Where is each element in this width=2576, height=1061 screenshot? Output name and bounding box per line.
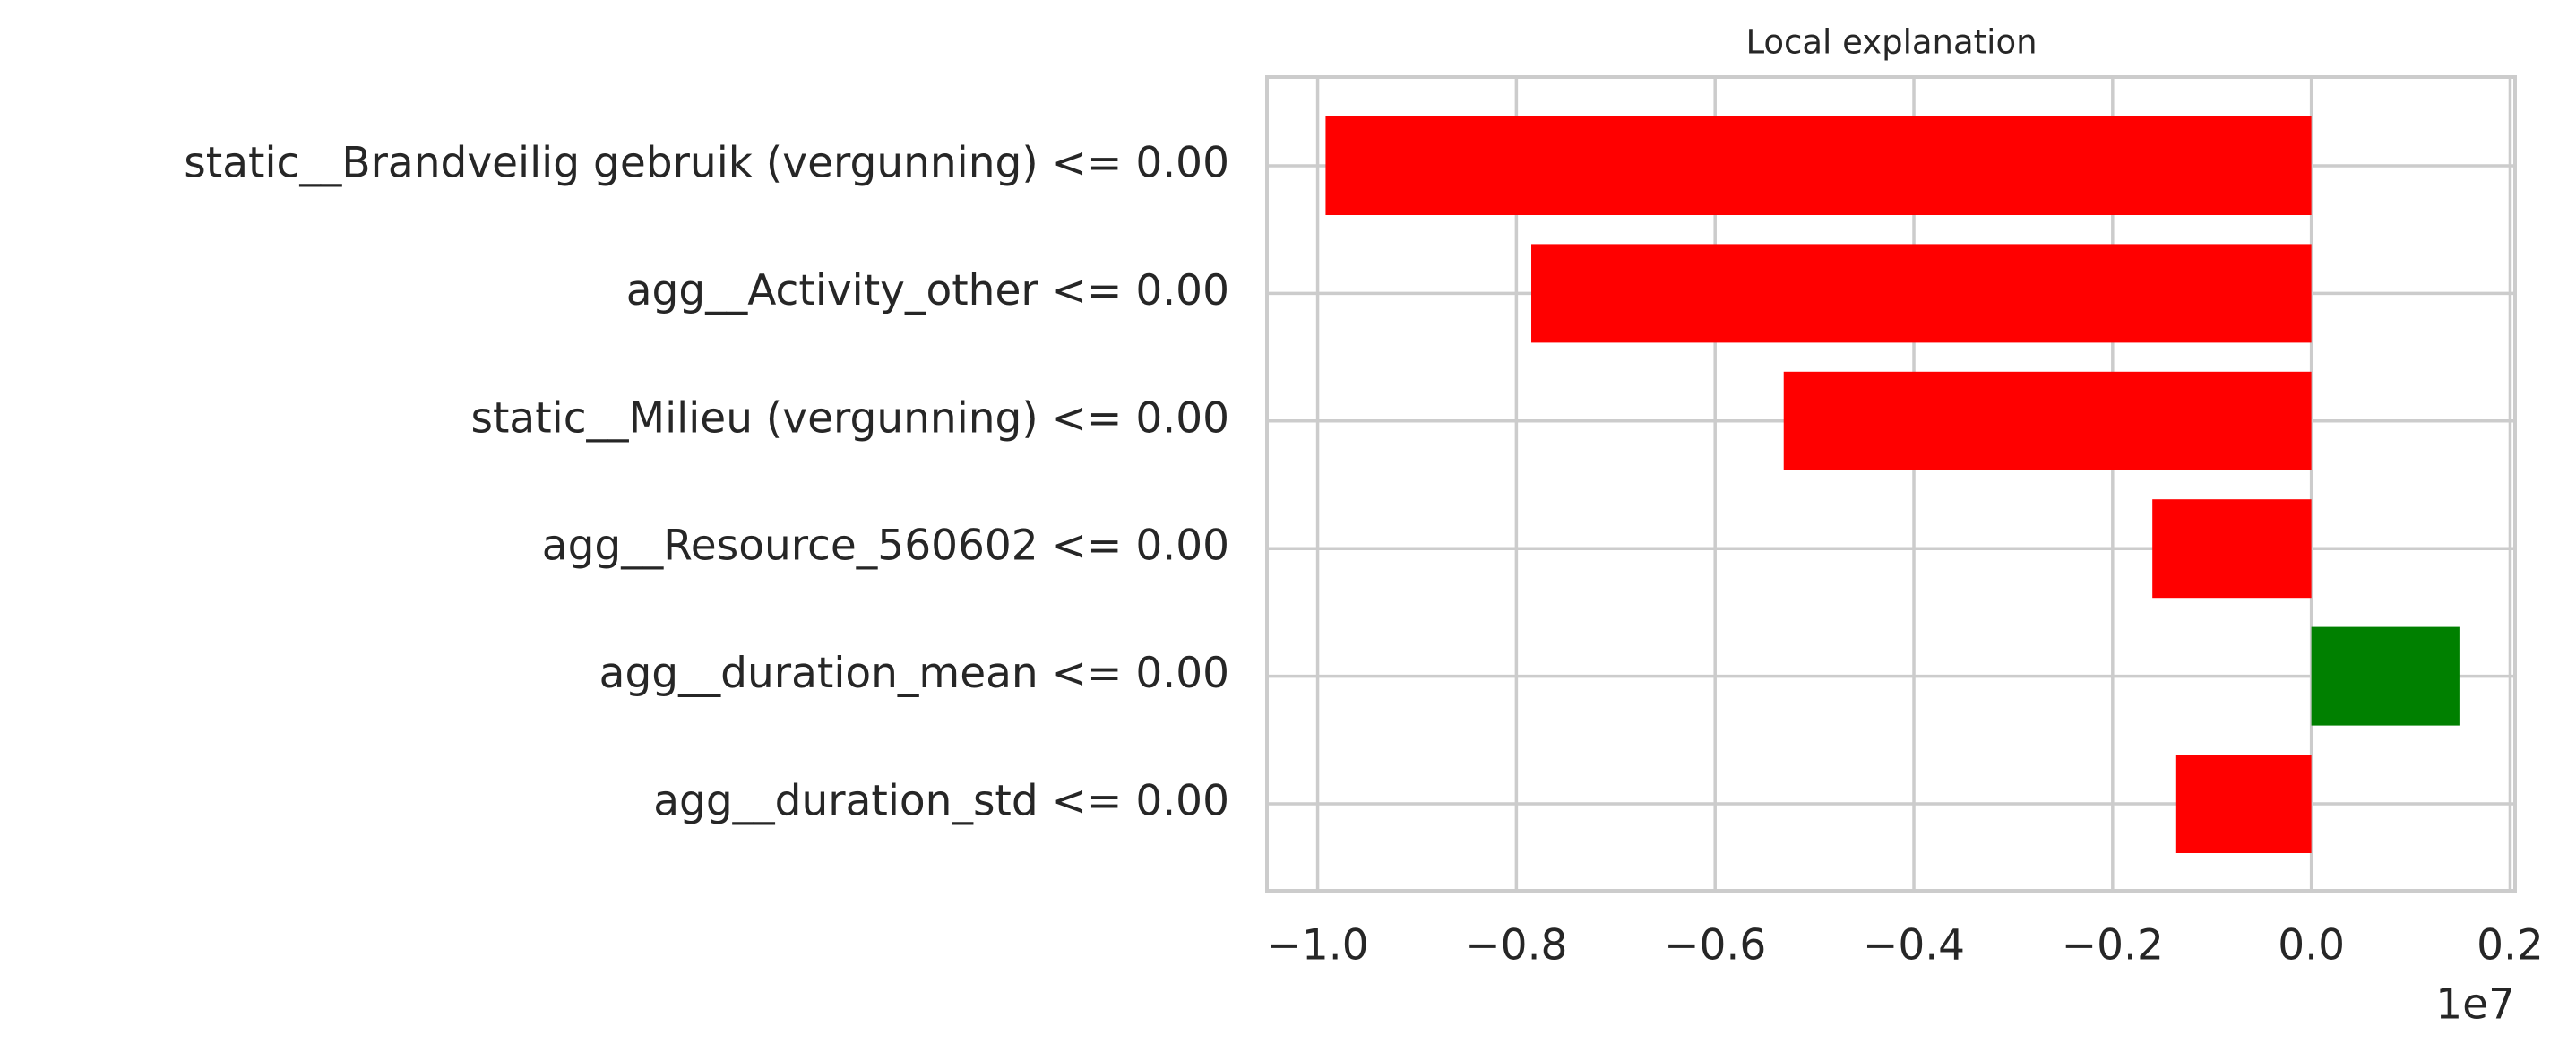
- y-tick-label: agg__Resource_560602 <= 0.00: [542, 522, 1229, 571]
- x-offset-label: 1e7: [2435, 980, 2515, 1030]
- plot-frame: [1265, 75, 2517, 893]
- chart-title: Local explanation: [1745, 23, 2037, 62]
- x-tick-label: 0.0: [2278, 921, 2345, 970]
- x-tick-label: −0.6: [1664, 921, 1766, 970]
- x-tick-label: −1.0: [1266, 921, 1368, 970]
- bar: [2152, 499, 2312, 599]
- bar: [2175, 755, 2312, 853]
- y-tick-label: agg__Activity_other <= 0.00: [626, 266, 1229, 315]
- y-tick-label: static__Brandveilig gebruik (vergunning)…: [184, 139, 1229, 188]
- x-tick-label: −0.8: [1465, 921, 1567, 970]
- bar: [1783, 371, 2312, 470]
- x-tick-label: −0.2: [2062, 921, 2164, 970]
- y-tick-label: agg__duration_mean <= 0.00: [599, 649, 1229, 698]
- y-tick-label: agg__duration_std <= 0.00: [653, 777, 1229, 826]
- x-tick-label: −0.4: [1863, 921, 1965, 970]
- bar: [1325, 116, 2312, 215]
- bar: [1531, 244, 2312, 343]
- bar: [2311, 626, 2460, 726]
- y-tick-label: static__Milieu (vergunning) <= 0.00: [471, 393, 1229, 443]
- x-tick-label: 0.2: [2477, 921, 2544, 970]
